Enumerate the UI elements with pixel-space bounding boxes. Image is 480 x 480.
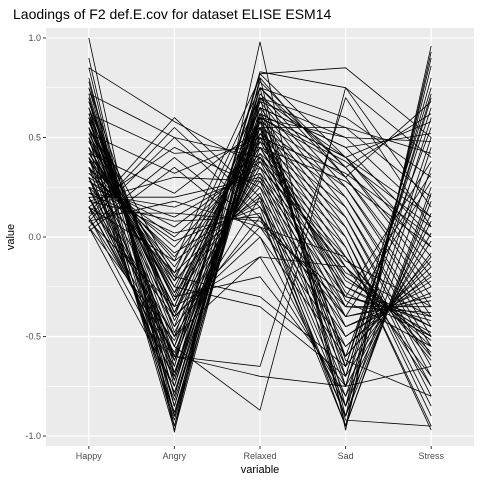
series-line-66 — [88, 133, 432, 367]
series-line-62 — [88, 87, 432, 333]
y-tick-label: -0.5 — [25, 332, 41, 342]
series-line-71 — [88, 180, 432, 417]
series-line-80 — [88, 87, 432, 274]
series-line-65 — [88, 121, 432, 357]
series-line-69 — [88, 161, 432, 397]
y-tick-label: 0.0 — [28, 232, 41, 242]
series-line-40 — [88, 147, 432, 407]
series-line-68 — [88, 153, 432, 387]
series-line-94 — [88, 137, 432, 361]
series-line-72 — [88, 192, 432, 427]
x-tick-label-stress: Stress — [418, 451, 444, 461]
chart-title: Laodings of F2 def.E.cov for dataset ELI… — [13, 6, 332, 22]
y-axis: 1.0 0.5 0.0 -0.5 -1.0 — [25, 33, 46, 441]
series-line-91 — [88, 127, 432, 427]
y-axis-title: value — [5, 224, 17, 250]
series-line-54 — [88, 121, 432, 427]
series-line-90 — [88, 107, 432, 397]
series-line-36 — [88, 87, 432, 367]
x-axis-title: variable — [241, 464, 280, 476]
x-tick-label-happy: Happy — [76, 451, 103, 461]
series-line-56 — [88, 133, 432, 393]
series-line-74 — [88, 173, 432, 308]
x-tick-label-relaxed: Relaxed — [243, 451, 276, 461]
series-line-64 — [88, 113, 432, 347]
series-line-70 — [88, 173, 432, 407]
series-line-89 — [88, 206, 432, 387]
y-tick-label: -1.0 — [25, 431, 41, 441]
x-tick-label-angry: Angry — [163, 451, 187, 461]
series-line-44 — [88, 97, 432, 367]
series-line-92 — [88, 113, 432, 407]
series-line-58 — [88, 141, 432, 373]
series-lines — [88, 37, 432, 433]
series-line-95 — [88, 146, 432, 347]
series-line-60 — [88, 152, 432, 353]
series-line-87 — [88, 177, 432, 387]
y-tick-label: 0.5 — [28, 132, 41, 142]
x-tick-label-sad: Sad — [338, 451, 354, 461]
series-line-82 — [88, 67, 432, 308]
series-line-93 — [88, 97, 432, 381]
x-axis: Happy Angry Relaxed Sad Stress — [76, 446, 444, 461]
y-tick-label: 1.0 — [28, 33, 41, 43]
series-line-73 — [88, 181, 432, 318]
series-line-81 — [88, 77, 432, 262]
series-line-67 — [88, 141, 432, 377]
series-line-83 — [88, 93, 432, 317]
